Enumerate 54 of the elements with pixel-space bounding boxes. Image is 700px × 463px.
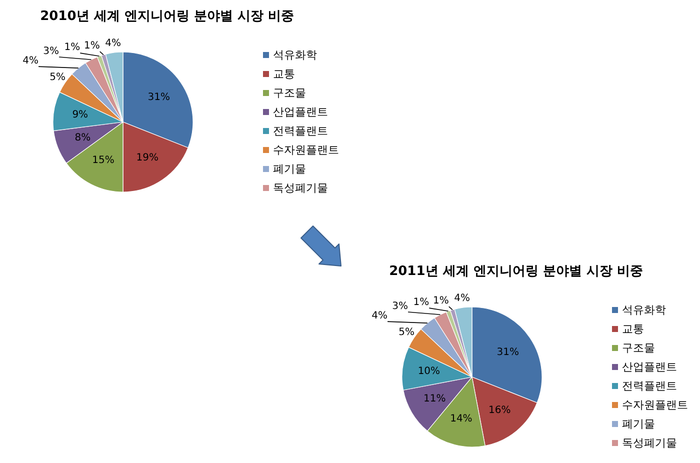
data-label: 31%	[148, 92, 170, 104]
title: 2010년 세계 엔지니어링 분야별 시장 비중	[40, 9, 294, 24]
data-label: 10%	[418, 366, 440, 378]
data-label: 1%	[413, 297, 430, 308]
legend-label: 교통	[622, 322, 644, 336]
data-label: 16%	[488, 404, 511, 416]
legend-item: 독성폐기물	[612, 436, 677, 450]
legend-item: 전력플랜트	[263, 124, 328, 138]
data-label: 9%	[72, 110, 88, 121]
data-label: 5%	[398, 327, 415, 338]
legend-item: 폐기물	[263, 162, 306, 176]
legend-label: 산업플랜트	[622, 360, 677, 374]
legend-label: 산업플랜트	[273, 106, 328, 118]
legend-label: 구조물	[622, 342, 655, 354]
legend-label: 폐기물	[622, 418, 655, 430]
legend-item: 수자원플랜트	[263, 144, 339, 156]
legend-label: 교통	[273, 68, 295, 80]
data-label: 19%	[136, 152, 158, 164]
data-label: 4%	[372, 310, 388, 322]
data-label: 14%	[450, 414, 472, 425]
legend-label: 구조물	[273, 86, 306, 100]
legend-label: 전력플랜트	[273, 124, 328, 138]
data-label: 1%	[433, 296, 449, 307]
data-label: 11%	[424, 394, 446, 405]
legend-label: 폐기물	[273, 162, 306, 176]
legend-item: 폐기물	[612, 418, 655, 430]
data-label: 3%	[392, 301, 408, 312]
legend-item: 수자원플랜트	[612, 398, 688, 412]
legend-item: 교통	[612, 322, 644, 336]
legend-item: 구조물	[263, 86, 306, 100]
data-label: 4%	[22, 56, 39, 67]
data-label: 1%	[64, 42, 80, 54]
data-label: 15%	[92, 155, 114, 166]
legend-item: 석유화학	[263, 48, 317, 62]
data-label: 5%	[50, 72, 66, 84]
legend-item: 산업플랜트	[263, 106, 328, 118]
data-label: 4%	[454, 293, 470, 304]
legend-label: 독성폐기물	[622, 436, 677, 450]
legend-item: 구조물	[612, 342, 655, 354]
title: 2011년 세계 엔지니어링 분야별 시장 비중	[389, 264, 643, 279]
data-label: 31%	[496, 347, 519, 358]
legend-item: 석유화학	[612, 304, 666, 316]
data-label: 4%	[105, 38, 122, 50]
data-label: 1%	[84, 40, 100, 52]
legend-item: 전력플랜트	[612, 380, 677, 392]
legend-item: 독성폐기물	[263, 182, 328, 194]
data-label: 8%	[74, 132, 91, 144]
legend-label: 석유화학	[622, 304, 666, 316]
legend-label: 석유화학	[273, 48, 317, 62]
legend-label: 독성폐기물	[273, 182, 328, 194]
legend-item: 교통	[263, 68, 295, 80]
legend-item: 산업플랜트	[612, 360, 677, 374]
data-label: 3%	[43, 46, 60, 58]
legend-label: 전력플랜트	[622, 380, 677, 392]
